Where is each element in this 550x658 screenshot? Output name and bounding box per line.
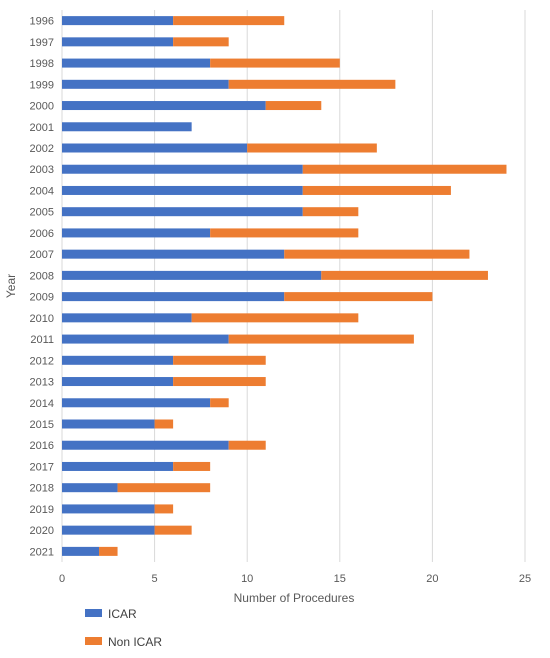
bar-non-icar-2003 <box>302 164 507 174</box>
x-tick-label: 5 <box>152 573 158 585</box>
bar-non-icar-2007 <box>284 249 470 259</box>
bar-non-icar-2002 <box>247 143 377 153</box>
y-tick-label: 2006 <box>30 228 54 240</box>
bar-icar-2013 <box>62 377 174 387</box>
y-tick-label: 2016 <box>30 440 54 452</box>
y-tick-label: 2018 <box>30 483 54 495</box>
y-tick-label: 1996 <box>30 16 54 28</box>
bar-non-icar-2008 <box>321 270 488 280</box>
bar-icar-1997 <box>62 37 174 47</box>
y-tick-label: 2000 <box>30 101 54 113</box>
bar-non-icar-1998 <box>210 58 340 68</box>
y-tick-label: 2010 <box>30 313 54 325</box>
y-tick-label: 1999 <box>30 79 54 91</box>
y-tick-label: 1998 <box>30 58 54 70</box>
bar-icar-2000 <box>62 101 266 111</box>
bar-icar-2008 <box>62 270 322 280</box>
y-axis-title: Year <box>4 274 18 298</box>
y-tick-label: 1997 <box>30 37 54 49</box>
bar-non-icar-2020 <box>154 525 192 535</box>
bar-non-icar-2019 <box>154 504 174 514</box>
bar-non-icar-2012 <box>173 355 266 365</box>
y-tick-label: 2003 <box>30 164 54 176</box>
y-tick-label: 2008 <box>30 270 54 282</box>
bar-non-icar-2014 <box>210 398 229 408</box>
legend-swatch-non-icar <box>85 637 102 645</box>
bar-icar-2017 <box>62 461 174 471</box>
bar-icar-2006 <box>62 228 211 238</box>
bar-non-icar-2000 <box>265 101 322 111</box>
y-tick-label: 2004 <box>30 185 54 197</box>
legend: ICAR Non ICAR <box>85 607 162 649</box>
y-tick-label: 2002 <box>30 143 54 155</box>
bar-non-icar-2016 <box>228 440 266 450</box>
bar-non-icar-2004 <box>302 185 451 195</box>
y-tick-label: 2005 <box>30 207 54 219</box>
x-tick-label: 25 <box>519 573 531 585</box>
bar-icar-1996 <box>62 16 174 26</box>
bar-icar-1998 <box>62 58 211 68</box>
bar-non-icar-1997 <box>173 37 229 47</box>
bar-non-icar-2018 <box>117 483 211 493</box>
x-tick-label: 0 <box>59 573 65 585</box>
y-tick-labels: 1996 1997 1998 1999 2000 2001 2002 2003 2004 2005… <box>30 16 54 559</box>
bar-icar-2004 <box>62 185 303 195</box>
y-tick-label: 2001 <box>30 122 54 134</box>
y-tick-label: 2009 <box>30 292 54 304</box>
y-tick-label: 2007 <box>30 249 54 261</box>
bar-icar-2002 <box>62 143 248 153</box>
bar-non-icar-2017 <box>173 461 211 471</box>
grid-lines <box>61 10 526 562</box>
bar-non-icar-1999 <box>228 79 396 89</box>
y-tick-label: 2014 <box>30 398 54 410</box>
bar-icar-2019 <box>62 504 155 514</box>
legend-label-non-icar: Non ICAR <box>108 635 162 649</box>
legend-swatch-icar <box>85 609 102 617</box>
y-tick-label: 2013 <box>30 377 54 389</box>
bar-non-icar-2009 <box>284 292 433 302</box>
x-axis-title: Number of Procedures <box>234 591 355 605</box>
bar-non-icar-2011 <box>228 334 414 344</box>
bar-icar-2020 <box>62 525 155 535</box>
bar-icar-2018 <box>62 483 118 493</box>
y-tick-label: 2017 <box>30 461 54 473</box>
y-tick-label: 2011 <box>30 334 54 346</box>
bar-icar-2014 <box>62 398 211 408</box>
bar-non-icar-2013 <box>173 377 266 387</box>
bar-non-icar-2006 <box>210 228 359 238</box>
bar-non-icar-2010 <box>191 313 359 323</box>
bar-icar-2016 <box>62 440 229 450</box>
x-tick-label: 20 <box>426 573 438 585</box>
bar-non-icar-2005 <box>302 207 359 217</box>
y-tick-label: 2021 <box>30 546 54 558</box>
bar-non-icar-1996 <box>173 16 285 26</box>
bar-icar-2009 <box>62 292 285 302</box>
x-tick-labels: 0 5 10 15 20 25 <box>59 573 531 585</box>
bar-non-icar-2015 <box>154 419 174 429</box>
x-tick-label: 15 <box>334 573 346 585</box>
y-tick-label: 2012 <box>30 355 54 367</box>
y-tick-label: 2020 <box>30 525 54 537</box>
bar-non-icar-2021 <box>99 546 118 556</box>
y-tick-label: 2019 <box>30 504 54 516</box>
bar-icar-2003 <box>62 164 303 174</box>
x-tick-label: 10 <box>241 573 253 585</box>
bar-icar-2015 <box>62 419 155 429</box>
bar-icar-2012 <box>62 355 174 365</box>
bar-icar-2010 <box>62 313 192 323</box>
bar-icar-2011 <box>62 334 229 344</box>
bar-icar-2021 <box>62 546 100 556</box>
legend-label-icar: ICAR <box>108 607 137 621</box>
bar-icar-2007 <box>62 249 285 259</box>
bar-icar-2005 <box>62 207 303 217</box>
bar-icar-2001 <box>62 122 192 132</box>
bars-layer <box>62 16 507 556</box>
bar-icar-1999 <box>62 79 229 89</box>
y-tick-label: 2015 <box>30 419 54 431</box>
